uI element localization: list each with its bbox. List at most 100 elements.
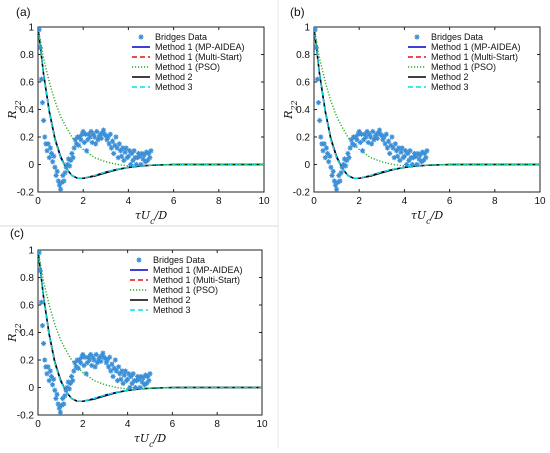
data-point	[72, 360, 78, 366]
legend-label: Method 1 (PSO)	[431, 62, 496, 72]
data-point	[371, 137, 377, 143]
data-point	[91, 134, 98, 140]
series-line-method-1-pso-	[314, 27, 540, 167]
data-point	[46, 155, 52, 161]
data-point	[341, 156, 348, 162]
data-point	[357, 139, 363, 146]
data-point	[327, 153, 333, 159]
data-point	[117, 148, 124, 154]
data-point	[395, 153, 401, 159]
data-point	[127, 384, 133, 391]
data-point	[334, 186, 340, 192]
data-point	[331, 178, 337, 184]
x-axis-label: τUc/D	[135, 209, 168, 226]
data-point	[62, 393, 68, 399]
data-point	[41, 340, 47, 347]
x-tick-label: 4	[402, 196, 408, 207]
x-tick-label: 8	[214, 419, 220, 430]
data-point	[130, 157, 136, 163]
data-point	[315, 100, 322, 106]
x-tick-label: 2	[356, 196, 362, 207]
data-point	[314, 76, 320, 82]
x-tick-label: 10	[258, 196, 270, 207]
data-point	[84, 360, 90, 366]
data-point	[132, 384, 139, 391]
data-point	[411, 150, 418, 157]
x-tick-label: 6	[170, 419, 176, 430]
data-point	[83, 371, 89, 377]
data-point	[108, 368, 114, 374]
data-point	[332, 182, 339, 188]
data-point	[38, 250, 42, 256]
x-tick-label: 6	[171, 196, 177, 207]
y-tick-label: 0	[28, 160, 34, 171]
data-point	[374, 135, 380, 141]
data-point	[338, 170, 344, 176]
data-point	[372, 134, 378, 140]
data-point	[97, 131, 103, 137]
data-point	[328, 164, 334, 170]
data-point	[70, 378, 76, 384]
data-point	[82, 131, 89, 137]
data-point	[346, 155, 352, 161]
data-point	[148, 148, 154, 154]
data-point	[407, 148, 413, 154]
legend-label: Method 2	[153, 295, 191, 305]
x-tick-label: 4	[125, 419, 131, 430]
data-point	[81, 139, 87, 146]
data-point	[44, 371, 50, 377]
data-point	[111, 150, 117, 157]
data-point	[355, 131, 361, 137]
data-point	[126, 371, 132, 377]
data-point	[120, 380, 126, 386]
y-tick-label: 0.6	[20, 301, 34, 312]
data-point	[48, 373, 55, 380]
data-point	[88, 351, 94, 358]
data-point	[108, 145, 115, 151]
data-point	[111, 365, 117, 371]
data-point	[324, 150, 331, 157]
data-point	[61, 178, 67, 184]
data-point	[376, 127, 383, 133]
data-point	[59, 179, 65, 185]
data-point	[89, 139, 95, 146]
data-point	[146, 378, 152, 384]
data-point	[93, 351, 99, 358]
data-point	[44, 148, 50, 154]
data-point	[137, 153, 143, 159]
data-point	[121, 157, 127, 163]
data-point	[53, 395, 59, 402]
data-point	[95, 357, 102, 363]
data-point	[133, 161, 139, 168]
data-point	[107, 354, 113, 360]
data-point	[117, 371, 123, 377]
data-point	[421, 157, 427, 163]
y-tick-label: -0.2	[293, 188, 311, 199]
data-point	[109, 138, 116, 144]
data-point	[340, 161, 346, 168]
data-point	[135, 150, 142, 157]
legend-label: Method 1 (Multi-Start)	[153, 275, 240, 285]
x-tick-label: 8	[216, 196, 222, 207]
data-point	[72, 137, 78, 143]
data-point	[317, 117, 323, 124]
data-point	[54, 168, 60, 174]
data-point	[69, 150, 75, 157]
data-point	[126, 148, 133, 154]
data-point	[140, 156, 146, 162]
data-point	[336, 172, 342, 179]
data-point	[410, 155, 417, 161]
data-point	[314, 27, 318, 33]
data-point	[389, 134, 395, 140]
data-point	[356, 128, 362, 135]
data-point	[142, 372, 149, 378]
data-point	[122, 149, 128, 155]
data-point	[364, 128, 370, 135]
data-point	[326, 159, 332, 165]
data-point	[130, 371, 136, 377]
data-point	[133, 378, 140, 384]
data-point	[380, 137, 386, 143]
data-point	[339, 164, 345, 170]
